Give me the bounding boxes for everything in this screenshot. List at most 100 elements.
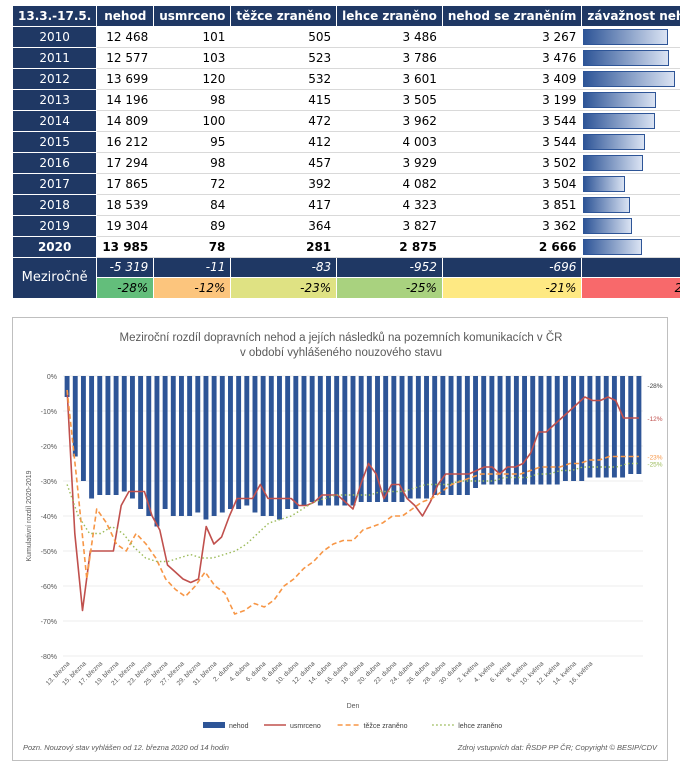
bar-nehod [587, 376, 593, 478]
cell-zavaznost: 8,1 [581, 25, 680, 48]
mezirocne-abs: 1 [581, 256, 680, 278]
y-tick-label: -10% [41, 409, 57, 416]
bar-nehod [603, 376, 609, 478]
chart-title: Meziroční rozdíl dopravních nehod a její… [119, 332, 563, 344]
cell-tezce: 472 [230, 109, 338, 132]
y-tick-label: -20% [41, 444, 57, 451]
mezirocne-pct: 21% [581, 277, 680, 299]
header-nehod: nehod [96, 5, 155, 27]
cell-nsz: 3 409 [441, 67, 583, 90]
zavaznost-bar [583, 112, 655, 129]
row-year: 2019 [11, 214, 98, 237]
bar-nehod [162, 376, 168, 509]
bar-nehod [432, 376, 438, 495]
cell-nehod: 14 196 [96, 88, 155, 111]
cell-usmrceno: 103 [153, 46, 232, 69]
bar-nehod [383, 376, 389, 502]
legend-swatch [203, 722, 225, 728]
zavaznost-bar [583, 28, 669, 45]
series-line-lehce-zraněno [66, 462, 639, 563]
bar-nehod [113, 376, 119, 495]
cell-nsz: 3 544 [441, 109, 583, 132]
zavaznost-bar [583, 175, 626, 192]
note-right: Zdroj vstupních dat: ŘSDP PP ČR; Copyrig… [457, 743, 657, 752]
cell-usmrceno: 100 [153, 109, 232, 132]
cell-tezce: 392 [230, 172, 338, 195]
end-label-lehce-zraněno: -25% [647, 462, 662, 469]
cell-tezce: 417 [230, 193, 338, 216]
cell-tezce: 532 [230, 67, 338, 90]
bar-nehod [72, 376, 78, 457]
cell-usmrceno: 120 [153, 67, 232, 90]
bar-nehod [505, 376, 511, 485]
mezirocne-pct: -21% [441, 277, 583, 299]
bar-nehod [138, 376, 144, 509]
y-tick-label: -30% [41, 479, 57, 486]
bar-nehod [170, 376, 176, 516]
y-tick-label: -50% [41, 549, 57, 556]
legend-label: usmrceno [290, 723, 321, 730]
cell-tezce: 457 [230, 151, 338, 174]
bar-nehod [260, 376, 266, 516]
cell-lehce: 3 962 [336, 109, 443, 132]
bar-nehod [317, 376, 323, 506]
bar-nehod [228, 376, 233, 509]
cell-zavaznost: 6,8 [581, 109, 680, 132]
cell-zavaznost: 4,0 [581, 172, 680, 195]
series-line-usmrceno [66, 389, 639, 612]
row-year: 2020 [11, 235, 98, 258]
bar-nehod [301, 376, 307, 506]
legend-label: lehce zraněno [458, 723, 502, 730]
end-label-nehod: -28% [647, 383, 662, 390]
zavaznost-value: 4,6 [583, 216, 680, 235]
statistics-table: 13.3.-17.5. nehod usmrceno těžce zraněno… [11, 5, 680, 299]
bar-nehod [497, 376, 503, 485]
bar-nehod [285, 376, 291, 509]
bar-nehod [611, 376, 617, 478]
bar-nehod [97, 376, 103, 495]
mezirocne-pct: -28% [96, 277, 155, 299]
end-label-usmrceno: -12% [647, 416, 662, 423]
header-nsz: nehod se zraněním [441, 5, 583, 27]
cell-lehce: 2 875 [336, 235, 443, 258]
cell-usmrceno: 78 [153, 235, 232, 258]
legend-label: těžce zraněno [364, 723, 408, 730]
cell-nsz: 3 544 [441, 130, 583, 153]
bar-nehod [211, 376, 217, 516]
bar-nehod [571, 376, 577, 481]
cell-nehod: 14 809 [96, 109, 155, 132]
y-tick-label: -80% [41, 654, 57, 661]
mezirocne-pct: -23% [230, 277, 338, 299]
zavaznost-value: 5,9 [583, 132, 680, 151]
cell-nsz: 3 267 [441, 25, 583, 48]
header-tezce: těžce zraněno [230, 5, 338, 27]
mezirocne-label: Meziročně [11, 256, 98, 299]
bar-nehod [64, 376, 70, 397]
cell-lehce: 4 323 [336, 193, 443, 216]
cell-nsz: 3 199 [441, 88, 583, 111]
cell-nsz: 3 851 [441, 193, 583, 216]
header-zavaznost: závažnost nehod [581, 5, 680, 27]
mezirocne-abs: -696 [441, 256, 583, 278]
note-left: Pozn. Nouzový stav vyhlášen od 12. březn… [23, 743, 229, 752]
mezirocne-abs: -83 [230, 256, 338, 278]
mezirocne-abs: -5 319 [96, 256, 155, 278]
bar-nehod [105, 376, 111, 495]
bar-nehod [628, 376, 634, 474]
cell-nehod: 13 699 [96, 67, 155, 90]
cell-nehod: 12 577 [96, 46, 155, 69]
zavaznost-value: 4,0 [583, 174, 680, 193]
cell-lehce: 3 486 [336, 25, 443, 48]
bar-nehod [219, 376, 225, 513]
bar-nehod [252, 376, 258, 513]
bar-nehod [456, 376, 462, 495]
mezirocne-abs-row: Meziročně-5 319-11-83-952-6961 [11, 256, 680, 299]
mezirocne-abs: -11 [153, 256, 232, 278]
mezirocne-pct: -12% [153, 277, 232, 299]
row-year: 2014 [11, 109, 98, 132]
legend-label: nehod [229, 723, 249, 730]
